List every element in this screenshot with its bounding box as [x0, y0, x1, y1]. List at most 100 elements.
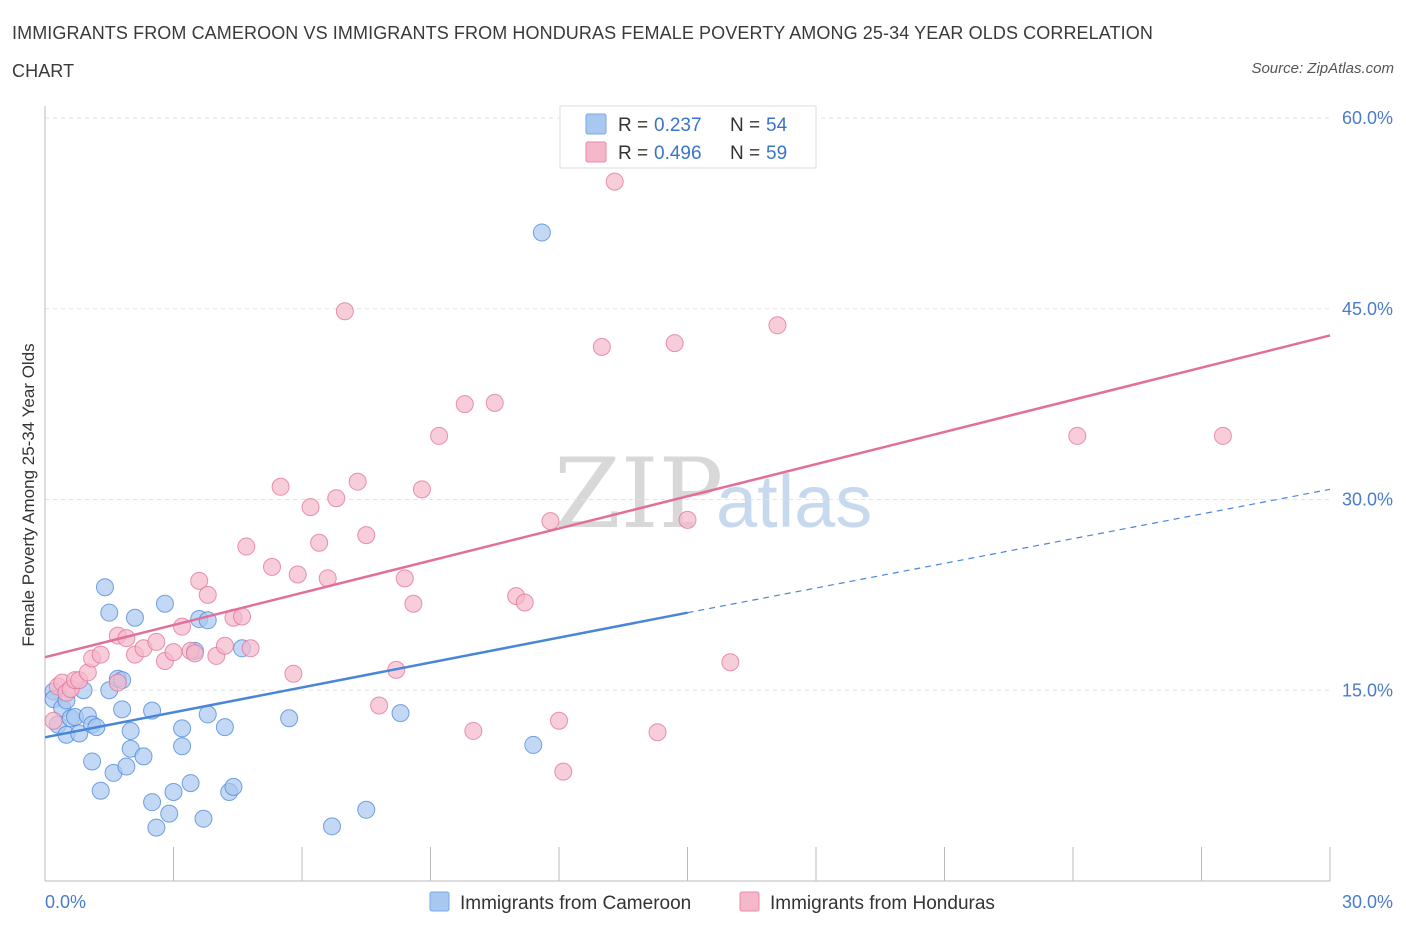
- trend-lines: [44, 334, 1331, 739]
- x-tick-label: 0.0%: [45, 892, 86, 912]
- series-cameroon: [44, 223, 551, 837]
- data-point: [91, 781, 110, 800]
- data-point: [524, 735, 543, 754]
- bottom-legend-swatch-honduras: [739, 891, 760, 912]
- data-point: [541, 512, 560, 531]
- axes: 15.0% 30.0% 45.0% 60.0% 0.0% 30.0%: [44, 106, 1393, 912]
- data-point: [768, 316, 787, 335]
- data-point: [1213, 426, 1232, 445]
- data-point: [44, 711, 63, 730]
- data-point: [215, 718, 234, 737]
- data-point: [327, 489, 346, 508]
- legend-n-value-honduras: 59: [766, 143, 787, 164]
- data-point: [550, 711, 568, 730]
- x-tick-label: 30.0%: [1342, 892, 1393, 912]
- data-point: [391, 704, 410, 723]
- watermark-atlas: atlas: [716, 460, 872, 543]
- trend-line: [44, 334, 1331, 659]
- data-point: [198, 705, 217, 724]
- data-point: [335, 302, 354, 321]
- data-point: [605, 172, 624, 191]
- data-point: [455, 395, 474, 414]
- y-tick-label: 45.0%: [1342, 299, 1393, 319]
- data-point: [1068, 426, 1087, 445]
- data-point: [665, 334, 684, 353]
- y-tick-label: 60.0%: [1342, 108, 1393, 128]
- data-point: [271, 477, 290, 496]
- data-point: [91, 645, 110, 664]
- data-point: [185, 644, 204, 663]
- data-point: [310, 533, 329, 552]
- legend-n-value-cameroon: 54: [766, 115, 788, 136]
- data-point: [430, 426, 449, 445]
- trend-line: [44, 611, 688, 739]
- data-point: [370, 696, 389, 715]
- data-point: [357, 526, 376, 545]
- data-point: [147, 632, 166, 651]
- legend-r-label-honduras: R =: [618, 143, 648, 164]
- data-point: [592, 337, 611, 356]
- legend: R = 0.237 N = 54 R = 0.496 N = 59: [559, 105, 817, 169]
- data-point: [83, 752, 102, 771]
- data-point: [108, 673, 127, 692]
- data-point: [515, 593, 534, 612]
- data-point: [194, 809, 213, 828]
- data-point: [164, 782, 183, 801]
- data-point: [224, 777, 243, 796]
- bottom-legend: Immigrants from Cameroon Immigrants from…: [429, 891, 995, 914]
- legend-r-value-cameroon: 0.237: [654, 115, 702, 136]
- data-point: [237, 537, 256, 556]
- bottom-legend-label-honduras: Immigrants from Honduras: [770, 893, 995, 914]
- data-point: [284, 664, 303, 683]
- data-point: [117, 757, 136, 776]
- chart-title: IMMIGRANTS FROM CAMEROON VS IMMIGRANTS F…: [12, 23, 1153, 81]
- data-point: [357, 800, 376, 819]
- data-point: [404, 594, 423, 613]
- data-point: [348, 472, 367, 491]
- data-point: [554, 762, 573, 781]
- data-point: [648, 723, 667, 742]
- source-credit: Source: ZipAtlas.com: [1251, 60, 1394, 77]
- data-point: [155, 594, 174, 613]
- data-point: [125, 608, 144, 627]
- data-point: [288, 565, 307, 584]
- data-point: [485, 393, 504, 412]
- data-point: [160, 804, 179, 823]
- data-point: [395, 569, 414, 588]
- bottom-legend-swatch-cameroon: [429, 891, 450, 912]
- data-point: [322, 817, 341, 836]
- data-point: [113, 700, 132, 719]
- y-tick-label: 30.0%: [1342, 490, 1393, 510]
- legend-n-label-honduras: N =: [730, 143, 760, 164]
- data-point: [173, 737, 192, 756]
- data-points: [44, 172, 1232, 837]
- data-point: [263, 557, 282, 576]
- y-axis-title: Female Poverty Among 25-34 Year Olds: [19, 343, 38, 646]
- data-point: [215, 636, 234, 655]
- series-honduras: [44, 172, 1232, 781]
- data-point: [143, 793, 162, 812]
- data-point: [181, 774, 200, 793]
- watermark: ZIP atlas: [554, 438, 872, 550]
- data-point: [678, 510, 697, 529]
- data-point: [100, 603, 119, 622]
- data-point: [147, 818, 166, 837]
- legend-r-label-cameroon: R =: [618, 115, 648, 136]
- y-tick-label: 15.0%: [1342, 680, 1393, 700]
- legend-r-value-honduras: 0.496: [654, 143, 702, 164]
- data-point: [241, 639, 260, 658]
- data-point: [173, 719, 192, 738]
- data-point: [721, 653, 740, 672]
- data-point: [95, 578, 114, 597]
- gridlines: [45, 117, 1330, 691]
- data-point: [532, 223, 551, 242]
- data-point: [280, 709, 299, 728]
- data-point: [198, 585, 217, 604]
- data-point: [464, 721, 483, 740]
- data-point: [301, 498, 320, 517]
- data-point: [121, 721, 140, 740]
- legend-n-label-cameroon: N =: [730, 115, 760, 136]
- legend-swatch-cameroon: [585, 113, 607, 135]
- data-point: [164, 643, 183, 662]
